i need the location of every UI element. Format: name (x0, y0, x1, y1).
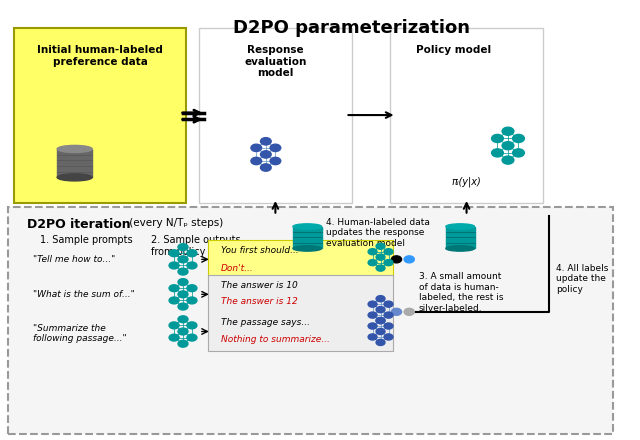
Text: Don't...: Don't... (221, 264, 254, 273)
Circle shape (178, 316, 188, 323)
Circle shape (368, 334, 377, 340)
Circle shape (169, 262, 179, 269)
Ellipse shape (57, 145, 92, 153)
Text: The answer is 12: The answer is 12 (221, 297, 298, 305)
Circle shape (251, 144, 262, 151)
Ellipse shape (446, 224, 474, 229)
Circle shape (404, 256, 414, 263)
Text: "What is the sum of...": "What is the sum of..." (33, 290, 135, 299)
Text: "Summarize the
following passage...": "Summarize the following passage..." (33, 324, 127, 343)
Circle shape (502, 142, 514, 150)
Circle shape (376, 243, 385, 249)
Circle shape (251, 158, 262, 165)
Text: The passage says...: The passage says... (221, 319, 310, 327)
Circle shape (260, 151, 271, 158)
Text: 4. All labels
update the
policy: 4. All labels update the policy (556, 264, 608, 293)
Circle shape (404, 308, 414, 315)
FancyBboxPatch shape (14, 28, 186, 202)
Ellipse shape (446, 246, 474, 251)
Text: Response
evaluation
model: Response evaluation model (244, 45, 307, 78)
Text: 3. A small amount
of data is human-
labeled, the rest is
silver-labeled.: 3. A small amount of data is human- labe… (419, 272, 503, 313)
FancyBboxPatch shape (209, 240, 394, 277)
Circle shape (169, 322, 179, 329)
Circle shape (492, 134, 503, 143)
Circle shape (178, 279, 188, 286)
Circle shape (513, 149, 524, 157)
Circle shape (368, 249, 377, 255)
Circle shape (384, 260, 393, 266)
Circle shape (178, 340, 188, 347)
Circle shape (187, 250, 197, 257)
Text: "Tell me how to...": "Tell me how to..." (33, 255, 115, 264)
Text: The answer is 10: The answer is 10 (221, 281, 298, 290)
Circle shape (178, 268, 188, 275)
Ellipse shape (293, 224, 321, 229)
Text: Nothing to summarize...: Nothing to summarize... (221, 335, 330, 344)
FancyBboxPatch shape (209, 275, 394, 351)
Circle shape (376, 307, 385, 313)
Circle shape (384, 301, 393, 307)
Circle shape (502, 156, 514, 164)
FancyBboxPatch shape (390, 28, 543, 202)
Circle shape (502, 127, 514, 135)
Circle shape (384, 312, 393, 318)
Circle shape (260, 138, 271, 145)
Text: 1. Sample prompts: 1. Sample prompts (40, 235, 132, 246)
Circle shape (169, 334, 179, 341)
Circle shape (384, 249, 393, 255)
Text: You first should...: You first should... (221, 246, 299, 255)
Bar (446, 227, 474, 249)
Circle shape (169, 297, 179, 304)
Text: D2PO iteration: D2PO iteration (27, 218, 131, 231)
Circle shape (270, 158, 281, 165)
Circle shape (384, 323, 393, 329)
Text: Initial human-labeled
preference data: Initial human-labeled preference data (37, 45, 163, 67)
Text: 4. Human-labeled data
updates the response
evaluation model: 4. Human-labeled data updates the respon… (326, 218, 430, 248)
Bar (57, 149, 92, 177)
Circle shape (368, 301, 377, 307)
Circle shape (492, 149, 503, 157)
Circle shape (187, 322, 197, 329)
Bar (293, 227, 321, 249)
Ellipse shape (57, 174, 92, 181)
Circle shape (178, 256, 188, 263)
Text: πₗ(y|x): πₗ(y|x) (452, 177, 481, 187)
Circle shape (392, 256, 401, 263)
Circle shape (384, 334, 393, 340)
Ellipse shape (293, 246, 321, 251)
Circle shape (187, 285, 197, 292)
Circle shape (513, 134, 524, 143)
Text: D2PO parameterization: D2PO parameterization (234, 19, 470, 37)
Circle shape (368, 323, 377, 329)
Text: Policy model: Policy model (415, 45, 491, 55)
Circle shape (178, 291, 188, 298)
Circle shape (368, 312, 377, 318)
Circle shape (169, 285, 179, 292)
Circle shape (187, 297, 197, 304)
FancyBboxPatch shape (199, 28, 352, 202)
Circle shape (270, 144, 281, 151)
Circle shape (376, 265, 385, 271)
Circle shape (187, 334, 197, 341)
Circle shape (178, 244, 188, 250)
Text: (every N/Tₚ steps): (every N/Tₚ steps) (125, 218, 223, 228)
Circle shape (392, 308, 401, 315)
Circle shape (178, 328, 188, 335)
Circle shape (376, 296, 385, 302)
Circle shape (260, 164, 271, 171)
Circle shape (187, 262, 197, 269)
Circle shape (376, 328, 385, 334)
Circle shape (376, 318, 385, 324)
Circle shape (376, 254, 385, 260)
Circle shape (368, 260, 377, 266)
FancyBboxPatch shape (8, 207, 613, 434)
Circle shape (178, 303, 188, 310)
Circle shape (376, 318, 385, 324)
Circle shape (169, 250, 179, 257)
Text: 2. Sample outputs
from policy: 2. Sample outputs from policy (151, 235, 241, 257)
Circle shape (376, 339, 385, 345)
